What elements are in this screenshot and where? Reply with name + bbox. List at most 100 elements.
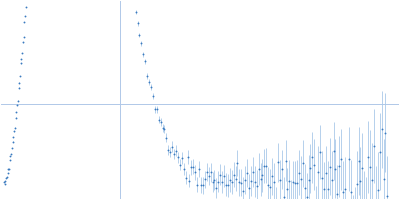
Point (269, 175, 275, 178)
Point (215, 180, 222, 183)
Point (355, 159, 362, 163)
Point (238, 181, 244, 184)
Point (305, 178, 312, 182)
Point (4, 176, 10, 179)
Point (18, 62, 24, 65)
Point (16, 81, 22, 84)
Point (171, 153, 177, 156)
Point (324, 188, 331, 191)
Point (242, 178, 248, 182)
Point (284, 187, 291, 190)
Point (230, 173, 237, 176)
Point (7, 155, 14, 158)
Point (177, 163, 183, 166)
Point (8, 152, 14, 155)
Point (196, 167, 202, 170)
Point (6, 167, 12, 170)
Point (154, 108, 160, 111)
Point (152, 108, 158, 111)
Point (178, 156, 185, 159)
Point (226, 178, 233, 181)
Point (15, 86, 22, 89)
Point (317, 150, 323, 154)
Point (194, 183, 200, 186)
Point (223, 183, 229, 186)
Point (144, 74, 150, 78)
Point (175, 156, 181, 159)
Point (276, 178, 283, 181)
Point (248, 179, 254, 182)
Point (371, 144, 377, 147)
Point (250, 171, 256, 174)
Point (334, 193, 340, 196)
Point (380, 177, 387, 180)
Point (159, 126, 166, 129)
Point (209, 180, 216, 184)
Point (138, 42, 145, 45)
Point (142, 60, 148, 63)
Point (376, 150, 383, 153)
Point (328, 178, 335, 181)
Point (202, 178, 208, 181)
Point (12, 116, 19, 119)
Point (12, 126, 18, 129)
Point (267, 185, 273, 189)
Point (180, 168, 187, 171)
Point (300, 162, 306, 165)
Point (321, 188, 327, 191)
Point (3, 176, 9, 180)
Point (198, 184, 204, 187)
Point (200, 184, 206, 187)
Point (365, 155, 371, 158)
Point (22, 14, 28, 17)
Point (354, 183, 360, 186)
Point (359, 166, 366, 169)
Point (167, 151, 174, 154)
Point (278, 168, 285, 171)
Point (6, 158, 13, 161)
Point (275, 161, 281, 164)
Point (2, 179, 8, 183)
Point (163, 136, 170, 139)
Point (186, 179, 193, 182)
Point (336, 165, 342, 168)
Point (271, 180, 277, 183)
Point (165, 149, 172, 152)
Point (4, 171, 11, 174)
Point (17, 74, 23, 77)
Point (254, 185, 260, 188)
Point (18, 57, 25, 60)
Point (14, 103, 20, 106)
Point (280, 195, 287, 199)
Point (156, 118, 162, 121)
Point (140, 53, 146, 56)
Point (182, 176, 189, 179)
Point (346, 157, 352, 160)
Point (338, 158, 344, 161)
Point (221, 174, 227, 177)
Point (225, 184, 231, 187)
Point (282, 159, 289, 163)
Point (10, 140, 16, 143)
Point (10, 136, 16, 139)
Point (342, 187, 348, 190)
Point (217, 173, 223, 176)
Point (19, 51, 25, 54)
Point (307, 167, 314, 170)
Point (134, 22, 141, 25)
Point (169, 145, 175, 148)
Point (369, 178, 375, 181)
Point (219, 181, 225, 184)
Point (1, 180, 7, 183)
Point (332, 167, 339, 171)
Point (292, 182, 298, 185)
Point (23, 5, 29, 9)
Point (319, 177, 325, 180)
Point (9, 146, 15, 150)
Point (234, 162, 241, 165)
Point (298, 177, 304, 180)
Point (13, 110, 20, 113)
Point (146, 81, 152, 84)
Point (348, 191, 354, 194)
Point (309, 156, 316, 159)
